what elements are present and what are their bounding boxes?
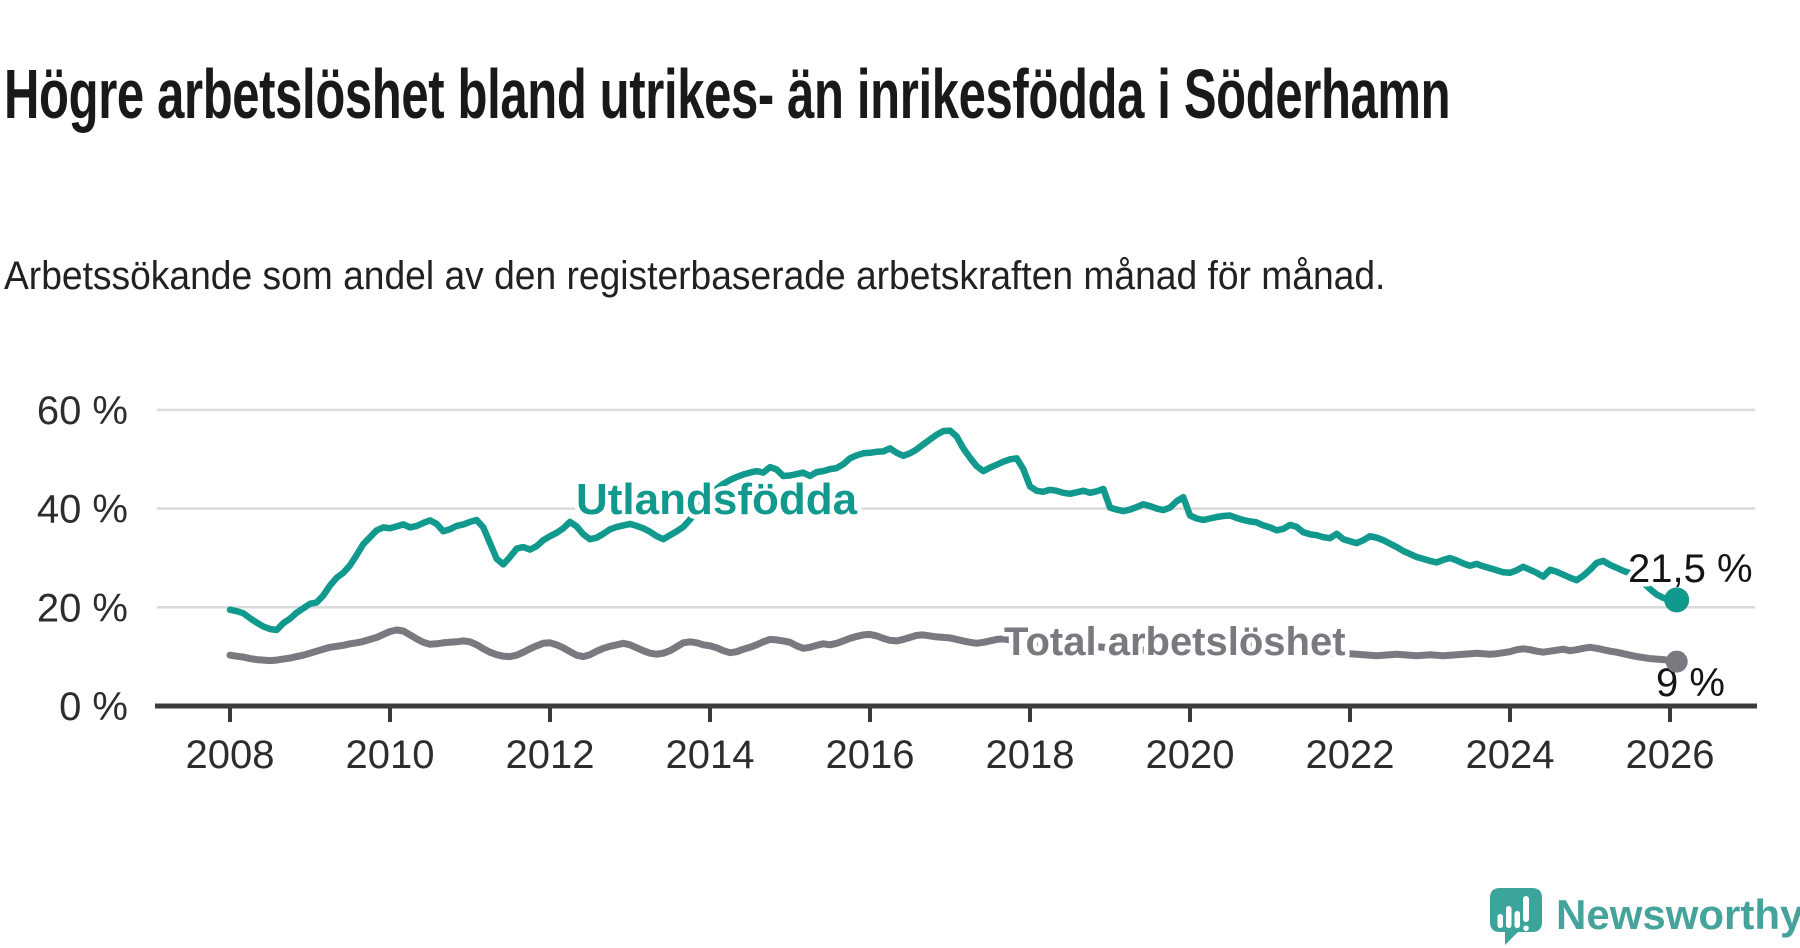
x-axis: 2008 2010 2012 2014 2016 2018 2020 2022 2024 2026 — [155, 703, 1757, 777]
bar-2 — [1506, 906, 1512, 928]
x-axis-tick-label: 2022 — [1306, 733, 1395, 777]
x-axis-tick-label: 2018 — [986, 733, 1075, 777]
exclamation-dot — [1523, 925, 1529, 931]
x-axis-tick-label: 2012 — [506, 733, 595, 777]
page-title: Högre arbetslöshet bland utrikes- än inr… — [4, 54, 1451, 133]
end-dot-series-1 — [1665, 650, 1688, 673]
x-axis-tick-label: 2024 — [1466, 733, 1555, 777]
x-axis-tick-label: 2016 — [826, 733, 915, 777]
gridlines: 0 % 20 % 40 % 60 % — [37, 389, 1755, 729]
series-label-total-arbetsloshet: Total arbetslöshet — [1004, 620, 1346, 664]
end-dots — [1664, 587, 1690, 673]
y-axis-tick-label: 20 % — [37, 586, 128, 630]
x-axis-tick-label: 2014 — [666, 733, 755, 777]
y-axis-tick-label: 40 % — [37, 488, 128, 532]
series-label-utlandsfodda: Utlandsfödda — [576, 475, 858, 524]
y-axis-tick-label: 60 % — [37, 389, 128, 433]
brand-wordmark: Newsworthy — [1556, 891, 1800, 938]
page-subtitle: Arbetssökande som andel av den registerb… — [4, 254, 1386, 298]
bar-3 — [1514, 911, 1520, 928]
x-axis-tick-label: 2020 — [1146, 733, 1235, 777]
exclamation-stem — [1523, 896, 1529, 922]
x-axis-tick-label: 2010 — [346, 733, 435, 777]
end-value-label-total: 9 % — [1656, 661, 1725, 705]
newsworthy-logo: Newsworthy — [1488, 884, 1800, 948]
x-axis-tick-label: 2026 — [1626, 733, 1715, 777]
end-dot-series-0 — [1664, 587, 1690, 613]
y-axis-tick-label: 0 % — [59, 685, 128, 729]
speech-bubble-bar-chart-icon — [1490, 888, 1542, 945]
line-series-0 — [226, 427, 1680, 634]
bar-1 — [1497, 914, 1503, 928]
unemployment-line-chart: 0 % 20 % 40 % 60 % 2008 2010 2012 2014 2016 2018… — [37, 389, 1757, 777]
x-axis-tick-label: 2008 — [186, 733, 275, 777]
end-value-label-utlandsfodda: 21,5 % — [1628, 547, 1753, 591]
data-lines — [226, 427, 1681, 666]
line-series-1 — [226, 626, 1681, 666]
